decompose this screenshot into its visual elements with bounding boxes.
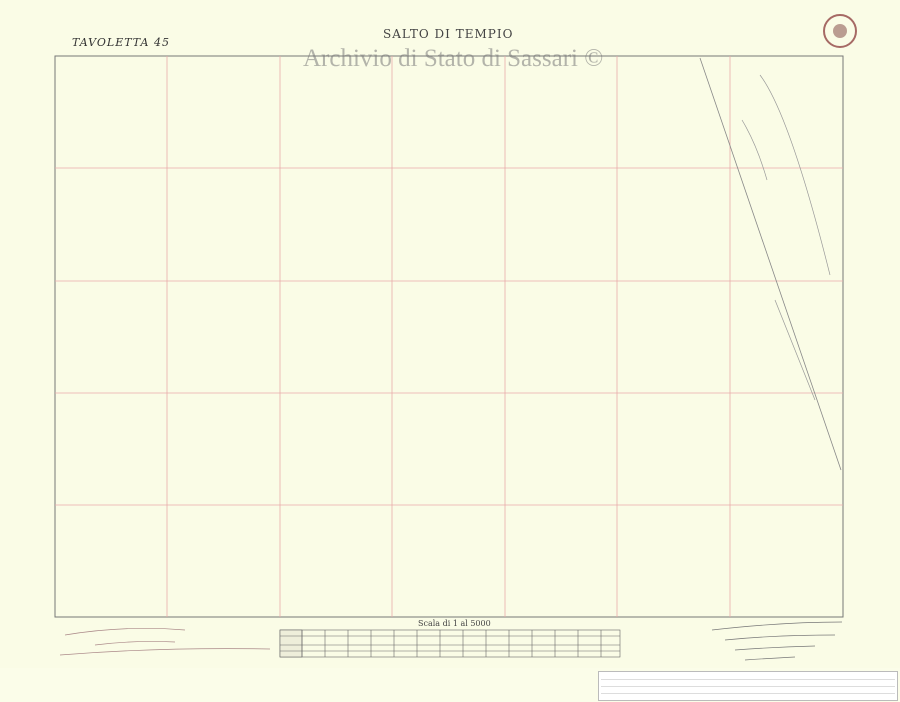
map-sheet: TAVOLETTA 45 SALTO DI TEMPIO Archivio di… [54, 14, 857, 661]
map-frame [54, 55, 844, 618]
map-grid [54, 55, 844, 661]
sheet-label: TAVOLETTA 45 [72, 36, 170, 49]
scale-bar [279, 629, 621, 658]
archive-seal-stamp [823, 14, 857, 48]
handwritten-note-left [59, 627, 271, 656]
catalog-metadata-box [598, 671, 898, 701]
scale-title: Scala di 1 al 5000 [418, 619, 491, 628]
map-title: SALTO DI TEMPIO [383, 27, 514, 41]
handwritten-signature-right [711, 621, 843, 661]
diagonal-boundary-line [699, 57, 842, 471]
handwritten-annotation-right [741, 74, 831, 401]
archive-watermark: Archivio di Stato di Sassari © [303, 45, 604, 72]
grid-lines [55, 56, 843, 617]
